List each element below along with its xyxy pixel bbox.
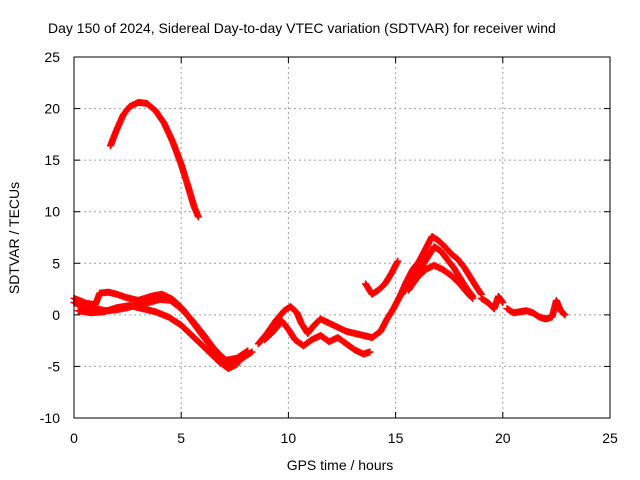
y-axis-label: SDTVAR / TECUs (6, 182, 22, 294)
plot-frame (73, 56, 611, 419)
x-tick-label: 15 (388, 430, 404, 446)
chart-title: Day 150 of 2024, Sidereal Day-to-day VTE… (48, 20, 556, 36)
x-tick-label: 10 (281, 430, 297, 446)
data-point (194, 213, 202, 221)
y-tick-label: -10 (40, 410, 60, 426)
x-tick-label: 0 (70, 430, 78, 446)
data-point (244, 347, 252, 355)
axis-layer: 0 5 10 15 20 25 -10 -5 0 5 10 15 20 25 (40, 49, 618, 446)
data-point (499, 298, 507, 306)
x-tick-label: 5 (177, 430, 185, 446)
x-tick-label: 25 (602, 430, 618, 446)
y-tick-label: 20 (44, 101, 60, 117)
data-point (394, 257, 402, 265)
data-point (468, 293, 476, 301)
y-tick-label: 0 (52, 307, 60, 323)
data-point (560, 310, 568, 318)
data-point (498, 297, 506, 305)
data-point (469, 294, 477, 302)
data-point (561, 311, 569, 319)
data-point (477, 289, 485, 297)
x-axis-label: GPS time / hours (287, 457, 394, 473)
y-tick-label: 15 (44, 152, 60, 168)
data-layer (70, 98, 569, 372)
y-tick-label: 10 (44, 204, 60, 220)
data-point (242, 348, 250, 356)
y-tick-label: 25 (44, 49, 60, 65)
data-point (233, 360, 241, 368)
y-tick-label: 5 (52, 255, 60, 271)
x-tick-label: 20 (495, 430, 511, 446)
y-tick-label: -5 (48, 358, 61, 374)
data-point (366, 348, 374, 356)
